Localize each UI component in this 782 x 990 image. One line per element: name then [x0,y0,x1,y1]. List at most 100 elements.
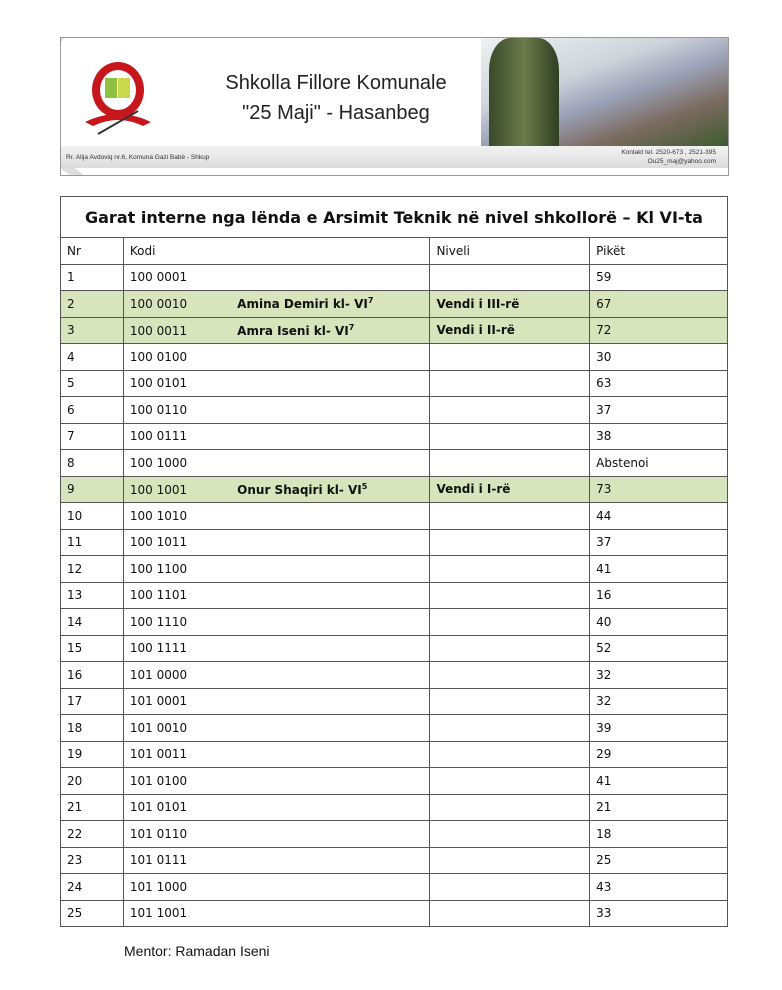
code: 100 1101 [129,588,188,603]
table-row: 19 101 0011 29 [60,740,728,768]
cell-nr: 20 [60,767,124,795]
cell-piket: 52 [589,634,728,662]
cell-niveli [429,581,591,609]
table-row: 22 101 0110 18 [60,820,728,848]
code: 100 0010 [129,297,188,312]
student-name: Amina Demiri kl- VI7 [237,296,374,312]
class-section: 7 [367,296,374,306]
code: 100 1111 [129,641,188,656]
code: 101 0100 [129,773,188,788]
cell-piket: 43 [589,873,728,901]
student-name: Amra Iseni kl- VI7 [237,322,355,338]
table-row: 12 100 1100 41 [60,555,728,583]
cell-nr: 10 [60,502,124,530]
table-row: 6 100 0110 37 [60,396,728,424]
cell-kodi: 100 1011 [122,528,431,556]
cell-piket: 73 [589,475,728,503]
cell-kodi: 100 0110 [122,396,431,424]
cell-nr: 15 [60,634,124,662]
cell-niveli [429,714,591,742]
table-row: 9 100 1001 Onur Shaqiri kl- VI5 Vendi i I… [60,475,728,503]
code: 100 1110 [129,614,188,629]
code: 100 1000 [129,455,188,470]
school-name: Shkolla Fillore Komunale "25 Maji" - Has… [225,72,447,124]
cell-kodi: 100 0011 Amra Iseni kl- VI7 [122,316,431,344]
table-row: 23 101 0111 25 [60,846,728,874]
cell-nr: 18 [60,714,124,742]
cell-nr: 23 [60,846,124,874]
cell-nr: 19 [60,740,124,768]
code: 100 0111 [129,429,188,444]
cell-niveli [429,793,591,821]
cell-niveli: Vendi i I-rë [429,475,591,503]
cell-piket: 29 [589,740,728,768]
cell-nr: 3 [60,316,124,344]
table-row: 4 100 0100 30 [60,343,728,371]
cell-kodi: 100 1001 Onur Shaqiri kl- VI5 [122,475,431,503]
cell-nr: 9 [60,475,124,503]
cell-piket: 59 [589,263,728,291]
table-row: 2 100 0010 Amina Demiri kl- VI7 Vendi i I… [60,290,728,318]
cell-kodi: 100 1100 [122,555,431,583]
cell-piket: 30 [589,343,728,371]
cell-kodi: 100 0100 [122,343,431,371]
code: 101 0111 [129,853,188,868]
cell-piket: 25 [589,846,728,874]
cell-nr: 5 [60,369,124,397]
cell-piket: 18 [589,820,728,848]
cell-piket: 38 [589,422,728,450]
cell-kodi: 100 1111 [122,634,431,662]
cell-nr: 2 [60,290,124,318]
table-row: 8 100 1000 Abstenoi [60,449,728,477]
cell-nr: 8 [60,449,124,477]
cell-kodi: 101 0011 [122,740,431,768]
school-logo-icon [85,62,151,135]
cell-niveli [429,369,591,397]
code: 101 0110 [129,826,188,841]
table-row: 20 101 0100 41 [60,767,728,795]
cell-niveli [429,422,591,450]
cell-piket: 41 [589,767,728,795]
table-row: 11 100 1011 37 [60,528,728,556]
mentor: Mentor: Ramadan Iseni [124,943,270,959]
code: 100 1001 [129,482,188,497]
class-section: 5 [361,481,368,491]
code: 101 0010 [129,720,188,735]
cell-nr: 13 [60,581,124,609]
cell-piket: 39 [589,714,728,742]
cell-kodi: 101 0101 [122,793,431,821]
cell-piket: Abstenoi [589,449,728,477]
cell-piket: 16 [589,581,728,609]
cell-kodi: 100 0111 [122,422,431,450]
cell-kodi: 100 1110 [122,608,431,636]
cell-niveli [429,740,591,768]
code: 100 1010 [129,508,188,523]
cell-kodi: 101 0111 [122,846,431,874]
table-row: 24 101 1000 43 [60,873,728,901]
cell-piket: 21 [589,793,728,821]
cell-piket: 41 [589,555,728,583]
col-niveli: Niveli [429,237,591,265]
cell-niveli [429,555,591,583]
contact-phone: Kontakt tel. 2520-673 , 2521-395 [621,149,716,156]
cell-kodi: 101 0001 [122,687,431,715]
table-row: 7 100 0111 38 [60,422,728,450]
cell-nr: 7 [60,422,124,450]
table-row: 5 100 0101 63 [60,369,728,397]
table-row: 15 100 1111 52 [60,634,728,662]
cell-kodi: 101 0110 [122,820,431,848]
cell-nr: 17 [60,687,124,715]
cell-piket: 72 [589,316,728,344]
cell-kodi: 100 1010 [122,502,431,530]
table-title: Garat interne nga lënda e Arsimit Teknik… [60,196,728,238]
code: 100 1100 [129,561,188,576]
table-row: 21 101 0101 21 [60,793,728,821]
cell-piket: 37 [589,396,728,424]
table-row: 1 100 0001 59 [60,263,728,291]
cell-niveli [429,396,591,424]
cell-piket: 67 [589,290,728,318]
cell-nr: 12 [60,555,124,583]
cell-kodi: 100 0101 [122,369,431,397]
code: 100 1011 [129,535,188,550]
cell-nr: 6 [60,396,124,424]
